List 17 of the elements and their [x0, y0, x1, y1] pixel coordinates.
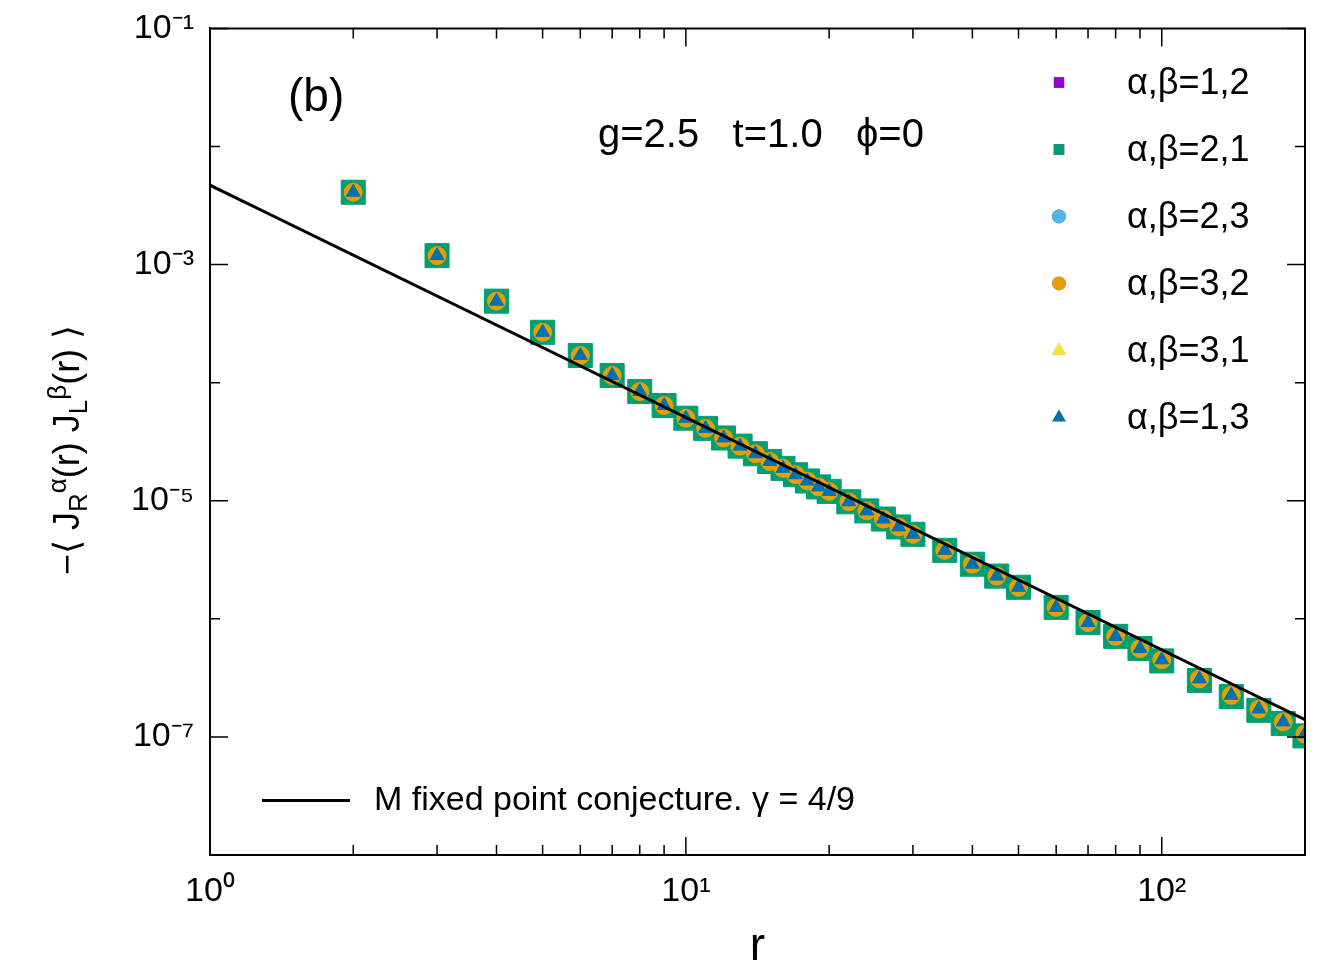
legend-label: α,β=1,2: [1127, 61, 1250, 103]
annotation: (b): [288, 69, 345, 122]
annotation: g=2.5 t=1.0 ϕ=0: [598, 111, 924, 156]
x-axis-title: r: [749, 918, 766, 971]
y-tick-label: 10⁻³: [133, 242, 194, 281]
x-tick-label: 10²: [1137, 869, 1187, 908]
y-tick-label: 10⁻⁵: [131, 479, 194, 518]
legend-label: α,β=1,3: [1127, 396, 1250, 438]
legend-label: α,β=3,2: [1127, 262, 1250, 304]
legend-label: α,β=2,1: [1127, 128, 1250, 170]
y-tick-label: 10⁻¹: [133, 6, 194, 45]
x-tick-label: 10⁰: [185, 869, 235, 908]
annotation: M fixed point conjecture. γ = 4/9: [374, 779, 855, 818]
legend-label: α,β=3,1: [1127, 329, 1250, 371]
legend-label: α,β=2,3: [1127, 195, 1250, 237]
x-tick-label: 10¹: [661, 869, 711, 908]
y-tick-label: 10⁻⁷: [132, 715, 194, 754]
